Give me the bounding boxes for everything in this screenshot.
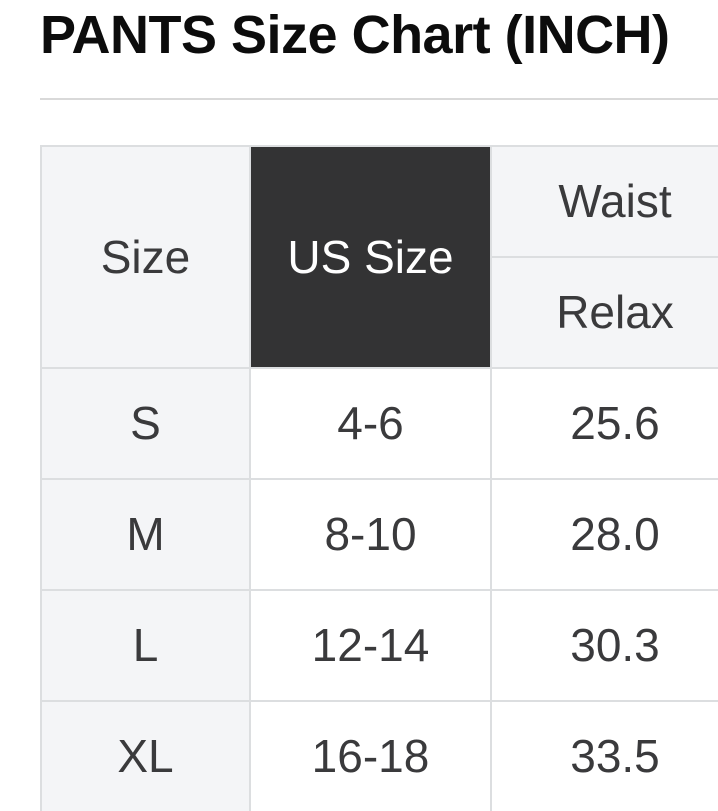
waist-relax-cell: 33.5 <box>490 699 718 811</box>
header-row-top: Size US Size Waist <box>40 144 718 369</box>
size-cell: L <box>40 588 251 702</box>
size-cell: XL <box>40 699 251 811</box>
us-size-cell: 8-10 <box>249 477 492 591</box>
size-chart-table: Size US Size Waist Relax S 4-6 25.6 M 8-… <box>40 144 718 811</box>
size-cell: M <box>40 477 251 591</box>
header-cell-waist: Waist <box>490 144 718 258</box>
page: { "page_title": "PANTS Size Chart (INCH)… <box>0 4 718 811</box>
table-row: L 12-14 30.3 <box>40 588 718 702</box>
page-title: PANTS Size Chart (INCH) <box>40 5 670 65</box>
table-row: S 4-6 25.6 <box>40 366 718 480</box>
header-cell-relax: Relax <box>490 255 718 369</box>
size-chart-container: Size US Size Waist Relax S 4-6 25.6 M 8-… <box>40 144 718 811</box>
table-row: M 8-10 28.0 <box>40 477 718 591</box>
header-cell-us-size: US Size <box>249 144 492 369</box>
header-cell-size: Size <box>40 144 251 369</box>
title-divider <box>40 97 718 100</box>
waist-relax-cell: 28.0 <box>490 477 718 591</box>
header-row-sub: Relax <box>41 255 718 369</box>
us-size-cell: 16-18 <box>249 699 492 811</box>
us-size-cell: 4-6 <box>249 366 492 480</box>
us-size-cell: 12-14 <box>249 588 492 702</box>
waist-relax-cell: 30.3 <box>490 588 718 702</box>
table-row: XL 16-18 33.5 <box>40 699 718 811</box>
size-cell: S <box>40 366 251 480</box>
waist-relax-cell: 25.6 <box>490 366 718 480</box>
